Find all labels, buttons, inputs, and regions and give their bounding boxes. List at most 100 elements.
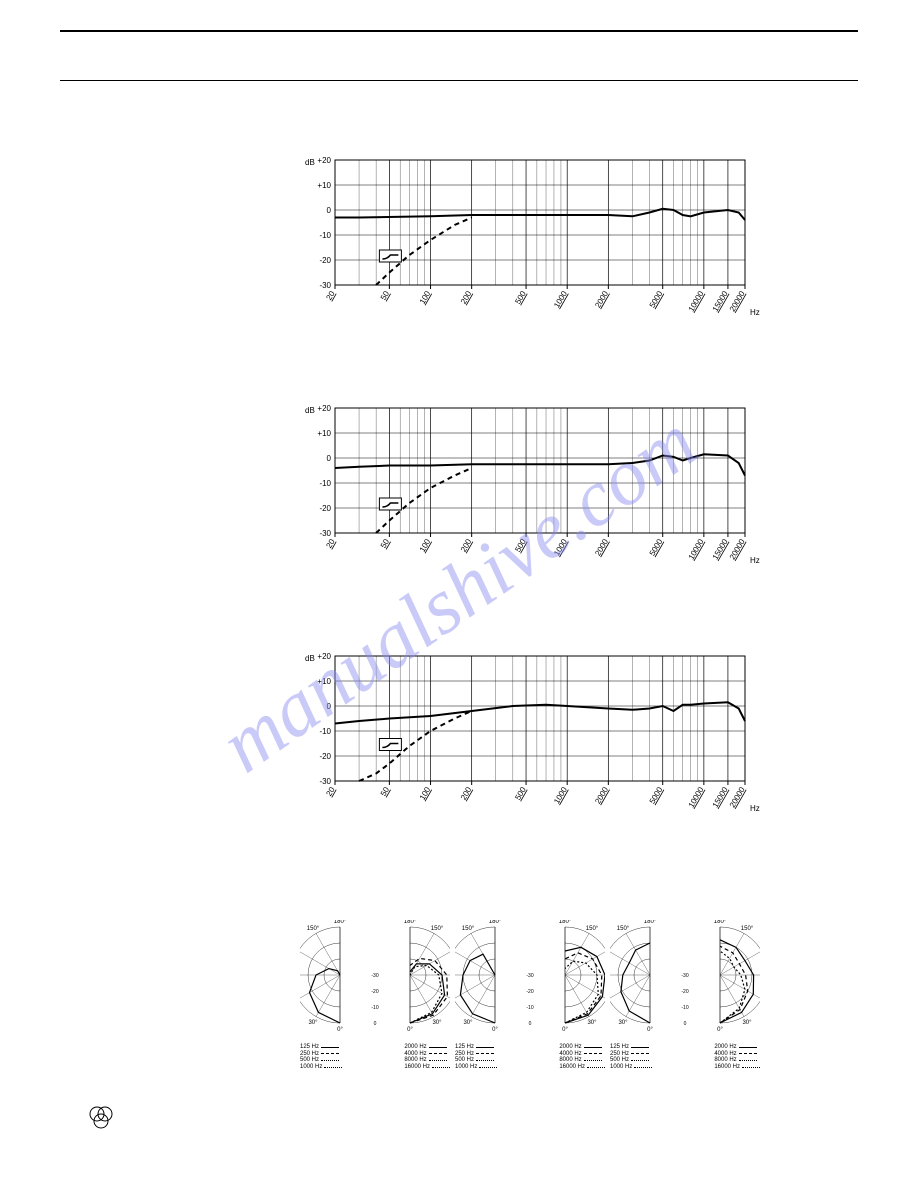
svg-text:150°: 150° [431, 926, 444, 932]
svg-text:dB: dB [305, 406, 315, 415]
svg-text:20000: 20000 [728, 537, 747, 561]
svg-text:0°: 0° [562, 1027, 568, 1033]
polar-legend: 125 Hz250 Hz500 Hz1000 Hz2000 Hz4000 Hz8… [610, 1044, 760, 1070]
polar-svg: 0°30°60°90°120°150°180°0°30°60°90°120°15… [300, 920, 450, 1040]
svg-text:0: 0 [327, 206, 332, 215]
svg-text:180°: 180° [489, 920, 502, 925]
charts-area: +20+100-10-20-30dB2050100200500100020005… [300, 155, 760, 899]
svg-text:20000: 20000 [728, 289, 747, 313]
svg-text:-10: -10 [526, 1005, 533, 1011]
svg-text:30°: 30° [308, 1020, 318, 1026]
header-rule-thin [60, 80, 858, 81]
svg-text:20: 20 [324, 785, 337, 798]
svg-text:2000: 2000 [593, 785, 610, 805]
svg-text:150°: 150° [741, 926, 754, 932]
svg-text:20000: 20000 [728, 785, 747, 809]
svg-text:1000: 1000 [552, 537, 569, 557]
svg-text:50: 50 [379, 537, 392, 550]
svg-text:-30: -30 [526, 973, 533, 979]
svg-text:+20: +20 [317, 652, 331, 661]
svg-text:30°: 30° [742, 1020, 752, 1026]
svg-text:2000: 2000 [593, 289, 610, 309]
svg-text:+10: +10 [317, 677, 331, 686]
svg-text:-20: -20 [319, 752, 331, 761]
svg-text:Hz: Hz [750, 308, 760, 317]
svg-text:200: 200 [459, 289, 474, 306]
polar-svg: 0°30°60°90°120°150°180°0°30°60°90°120°15… [610, 920, 760, 1040]
svg-text:-20: -20 [681, 989, 688, 995]
svg-text:10000: 10000 [687, 289, 706, 313]
svg-text:100: 100 [418, 289, 433, 306]
svg-text:10000: 10000 [687, 785, 706, 809]
svg-text:500: 500 [513, 289, 528, 306]
svg-text:-30: -30 [319, 777, 331, 786]
svg-text:150°: 150° [462, 926, 475, 932]
svg-text:2000: 2000 [593, 537, 610, 557]
polar-svg: 0°30°60°90°120°150°180°0°30°60°90°120°15… [455, 920, 605, 1040]
svg-text:15000: 15000 [711, 289, 730, 313]
svg-text:-10: -10 [319, 231, 331, 240]
chart-svg: +20+100-10-20-30dB2050100200500100020005… [300, 403, 760, 593]
svg-text:0°: 0° [492, 1027, 498, 1033]
svg-text:0°: 0° [337, 1027, 343, 1033]
svg-text:-10: -10 [681, 1005, 688, 1011]
svg-text:-10: -10 [319, 727, 331, 736]
svg-text:+20: +20 [317, 404, 331, 413]
frequency-response-chart-2: +20+100-10-20-30dB2050100200500100020005… [300, 403, 760, 596]
svg-text:0: 0 [529, 1021, 532, 1027]
svg-text:100: 100 [418, 785, 433, 802]
svg-text:+20: +20 [317, 156, 331, 165]
svg-text:150°: 150° [586, 926, 599, 932]
svg-text:150°: 150° [307, 926, 320, 932]
svg-text:20: 20 [324, 537, 337, 550]
svg-text:5000: 5000 [648, 537, 665, 557]
svg-text:20: 20 [324, 289, 337, 302]
svg-text:-20: -20 [371, 989, 378, 995]
header-rule-thick [60, 30, 858, 32]
svg-text:+10: +10 [317, 181, 331, 190]
svg-text:Hz: Hz [750, 556, 760, 565]
svg-text:180°: 180° [714, 920, 727, 925]
svg-text:-30: -30 [681, 973, 688, 979]
svg-text:Hz: Hz [750, 804, 760, 813]
svg-text:30°: 30° [432, 1020, 442, 1026]
svg-text:-30: -30 [371, 973, 378, 979]
svg-text:-20: -20 [526, 989, 533, 995]
polar-charts-row: 0°30°60°90°120°150°180°0°30°60°90°120°15… [300, 920, 760, 1070]
polar-legend: 125 Hz250 Hz500 Hz1000 Hz2000 Hz4000 Hz8… [455, 1044, 605, 1070]
polar-chart-2: 0°30°60°90°120°150°180°0°30°60°90°120°15… [455, 920, 605, 1070]
svg-text:5000: 5000 [648, 785, 665, 805]
svg-text:5000: 5000 [648, 289, 665, 309]
svg-text:0°: 0° [717, 1027, 723, 1033]
svg-text:0: 0 [327, 454, 332, 463]
svg-text:180°: 180° [559, 920, 572, 925]
svg-text:0: 0 [684, 1021, 687, 1027]
svg-text:0: 0 [374, 1021, 377, 1027]
svg-text:-10: -10 [319, 479, 331, 488]
svg-text:dB: dB [305, 654, 315, 663]
svg-text:+10: +10 [317, 429, 331, 438]
polar-chart-1: 0°30°60°90°120°150°180°0°30°60°90°120°15… [300, 920, 450, 1070]
svg-text:200: 200 [459, 785, 474, 802]
svg-text:15000: 15000 [711, 785, 730, 809]
svg-text:500: 500 [513, 785, 528, 802]
svg-text:0°: 0° [647, 1027, 653, 1033]
svg-text:0: 0 [327, 702, 332, 711]
svg-text:-20: -20 [319, 256, 331, 265]
svg-text:100: 100 [418, 537, 433, 554]
svg-text:-10: -10 [371, 1005, 378, 1011]
svg-text:30°: 30° [463, 1020, 473, 1026]
chart-svg: +20+100-10-20-30dB2050100200500100020005… [300, 155, 760, 345]
svg-text:30°: 30° [587, 1020, 597, 1026]
svg-text:50: 50 [379, 785, 392, 798]
frequency-response-chart-3: +20+100-10-20-30dB2050100200500100020005… [300, 651, 760, 844]
chart-svg: +20+100-10-20-30dB2050100200500100020005… [300, 651, 760, 841]
svg-text:200: 200 [459, 537, 474, 554]
svg-text:15000: 15000 [711, 537, 730, 561]
svg-text:0°: 0° [407, 1027, 413, 1033]
polar-chart-3: 0°30°60°90°120°150°180°0°30°60°90°120°15… [610, 920, 760, 1070]
frequency-response-chart-1: +20+100-10-20-30dB2050100200500100020005… [300, 155, 760, 348]
svg-text:10000: 10000 [687, 537, 706, 561]
svg-text:180°: 180° [334, 920, 347, 925]
svg-text:-30: -30 [319, 281, 331, 290]
